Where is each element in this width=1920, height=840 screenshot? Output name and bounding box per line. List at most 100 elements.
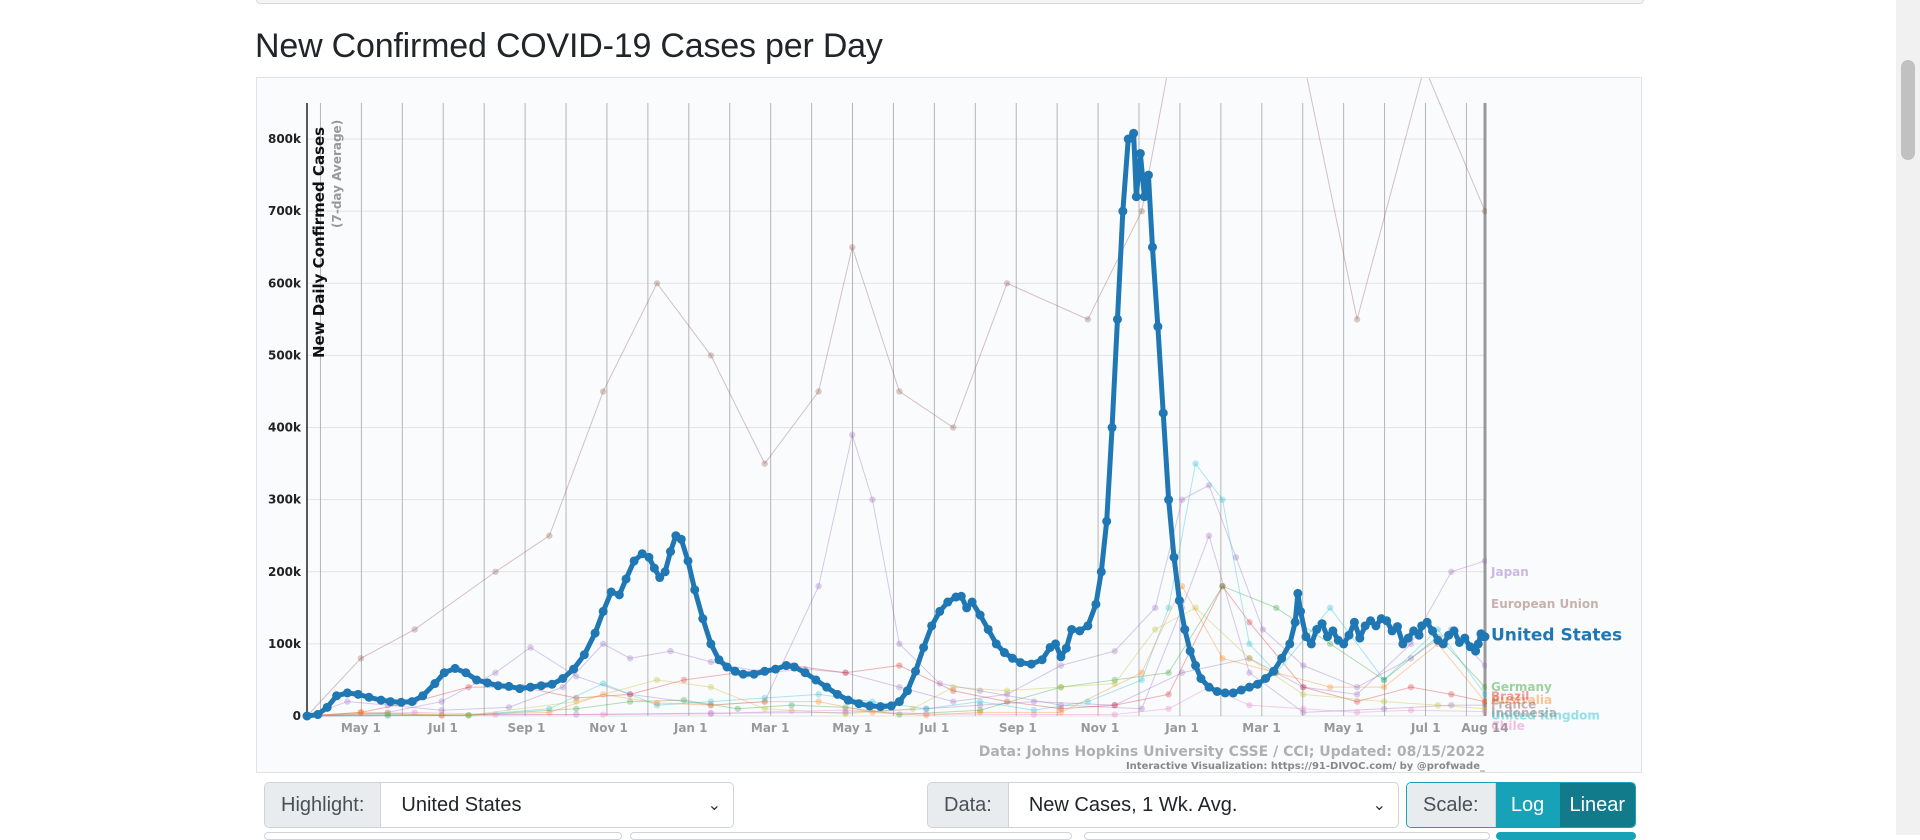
end-label-brazil[interactable]: Brazil bbox=[1491, 690, 1529, 704]
us-data-point[interactable] bbox=[332, 691, 342, 701]
us-data-point[interactable] bbox=[504, 681, 514, 691]
cases-chart[interactable]: 0 100k 200k 300k 400k 500k 600k 700k 800k May 1 Ju… bbox=[257, 78, 1641, 772]
us-data-point[interactable] bbox=[999, 648, 1009, 658]
us-data-point[interactable] bbox=[886, 701, 896, 711]
us-data-point[interactable] bbox=[975, 610, 985, 620]
us-data-point[interactable] bbox=[1427, 626, 1437, 636]
us-data-point[interactable] bbox=[1147, 242, 1157, 252]
end-label-european-union[interactable]: European Union bbox=[1491, 597, 1599, 611]
us-data-point[interactable] bbox=[472, 675, 482, 685]
us-data-point[interactable] bbox=[962, 603, 972, 613]
us-data-point[interactable] bbox=[865, 701, 875, 711]
us-data-point[interactable] bbox=[698, 614, 708, 624]
us-data-point[interactable] bbox=[1290, 617, 1300, 627]
end-label-japan[interactable]: Japan bbox=[1490, 565, 1529, 579]
us-data-point[interactable] bbox=[1473, 639, 1483, 649]
end-label-united-states[interactable]: United States bbox=[1491, 626, 1622, 646]
us-data-point[interactable] bbox=[706, 639, 716, 649]
us-data-point[interactable] bbox=[598, 606, 608, 616]
us-data-point[interactable] bbox=[655, 573, 665, 583]
us-data-point[interactable] bbox=[1285, 639, 1295, 649]
us-data-point[interactable] bbox=[396, 697, 406, 707]
us-data-point[interactable] bbox=[1102, 516, 1112, 526]
us-data-point[interactable] bbox=[749, 669, 759, 679]
us-data-point[interactable] bbox=[637, 549, 647, 559]
us-data-point[interactable] bbox=[353, 689, 363, 699]
us-data-point[interactable] bbox=[1075, 626, 1085, 636]
us-data-point[interactable] bbox=[1056, 652, 1066, 662]
us-data-point[interactable] bbox=[1158, 408, 1168, 418]
us-data-point[interactable] bbox=[983, 624, 993, 634]
us-data-point[interactable] bbox=[1480, 632, 1490, 642]
us-data-point[interactable] bbox=[1398, 639, 1408, 649]
us-data-point[interactable] bbox=[547, 679, 557, 689]
us-data-point[interactable] bbox=[407, 697, 417, 707]
us-data-point[interactable] bbox=[876, 702, 886, 712]
us-data-point[interactable] bbox=[1269, 666, 1279, 676]
us-data-point[interactable] bbox=[832, 689, 842, 699]
us-data-point[interactable] bbox=[771, 664, 781, 674]
us-data-point[interactable] bbox=[1244, 682, 1254, 692]
us-data-point[interactable] bbox=[1252, 679, 1262, 689]
us-data-point[interactable] bbox=[1277, 653, 1287, 663]
end-label-australia[interactable]: Australia bbox=[1491, 693, 1552, 707]
us-data-point[interactable] bbox=[493, 681, 503, 691]
us-data-point[interactable] bbox=[1306, 639, 1316, 649]
us-data-point[interactable] bbox=[1460, 633, 1470, 643]
us-data-point[interactable] bbox=[935, 606, 945, 616]
us-data-point[interactable] bbox=[302, 711, 312, 721]
us-data-point[interactable] bbox=[376, 695, 386, 705]
us-data-point[interactable] bbox=[854, 699, 864, 709]
us-data-point[interactable] bbox=[1296, 606, 1306, 616]
scrollbar-thumb[interactable] bbox=[1901, 60, 1915, 160]
us-data-point[interactable] bbox=[894, 697, 904, 707]
us-data-point[interactable] bbox=[1037, 655, 1047, 665]
us-data-point[interactable] bbox=[1204, 682, 1214, 692]
us-data-point[interactable] bbox=[322, 702, 332, 712]
us-data-point[interactable] bbox=[1180, 624, 1190, 634]
us-data-point[interactable] bbox=[430, 679, 440, 689]
us-data-point[interactable] bbox=[760, 666, 770, 676]
us-data-point[interactable] bbox=[1301, 632, 1311, 642]
us-data-point[interactable] bbox=[515, 684, 525, 694]
us-data-point[interactable] bbox=[714, 655, 724, 665]
us-data-point[interactable] bbox=[919, 642, 929, 652]
us-data-point[interactable] bbox=[822, 682, 832, 692]
us-data-point[interactable] bbox=[1083, 621, 1093, 631]
us-data-point[interactable] bbox=[1129, 128, 1139, 138]
us-data-point[interactable] bbox=[1118, 206, 1128, 216]
scale-linear-button[interactable]: Linear bbox=[1559, 783, 1635, 827]
us-data-point[interactable] bbox=[1196, 673, 1206, 683]
us-data-point[interactable] bbox=[1007, 653, 1017, 663]
us-data-point[interactable] bbox=[1139, 192, 1149, 202]
us-data-point[interactable] bbox=[629, 556, 639, 566]
end-label-germany[interactable]: Germany bbox=[1491, 680, 1552, 694]
us-data-point[interactable] bbox=[781, 661, 791, 671]
us-data-point[interactable] bbox=[1328, 626, 1338, 636]
us-data-point[interactable] bbox=[614, 590, 624, 600]
us-data-point[interactable] bbox=[730, 666, 740, 676]
us-data-point[interactable] bbox=[789, 662, 799, 672]
us-data-point[interactable] bbox=[1212, 686, 1222, 696]
us-data-point[interactable] bbox=[590, 628, 600, 638]
us-data-point[interactable] bbox=[569, 664, 579, 674]
us-data-point[interactable] bbox=[1312, 624, 1322, 634]
end-label-chile[interactable]: Chile bbox=[1491, 719, 1525, 733]
us-data-point[interactable] bbox=[1344, 630, 1354, 640]
us-data-point[interactable] bbox=[649, 563, 659, 573]
us-data-point[interactable] bbox=[1164, 495, 1174, 505]
us-data-point[interactable] bbox=[1322, 632, 1332, 642]
us-data-point[interactable] bbox=[1061, 643, 1071, 653]
us-data-point[interactable] bbox=[1112, 314, 1122, 324]
end-label-france[interactable]: France bbox=[1491, 697, 1536, 711]
us-data-point[interactable] bbox=[1403, 633, 1413, 643]
us-data-point[interactable] bbox=[676, 534, 686, 544]
us-data-point[interactable] bbox=[738, 669, 748, 679]
us-data-point[interactable] bbox=[956, 591, 966, 601]
us-data-point[interactable] bbox=[1382, 616, 1392, 626]
us-data-point[interactable] bbox=[1392, 622, 1402, 632]
us-data-point[interactable] bbox=[911, 666, 921, 676]
us-data-point[interactable] bbox=[722, 662, 732, 672]
us-data-point[interactable] bbox=[536, 681, 546, 691]
us-data-point[interactable] bbox=[461, 668, 471, 678]
